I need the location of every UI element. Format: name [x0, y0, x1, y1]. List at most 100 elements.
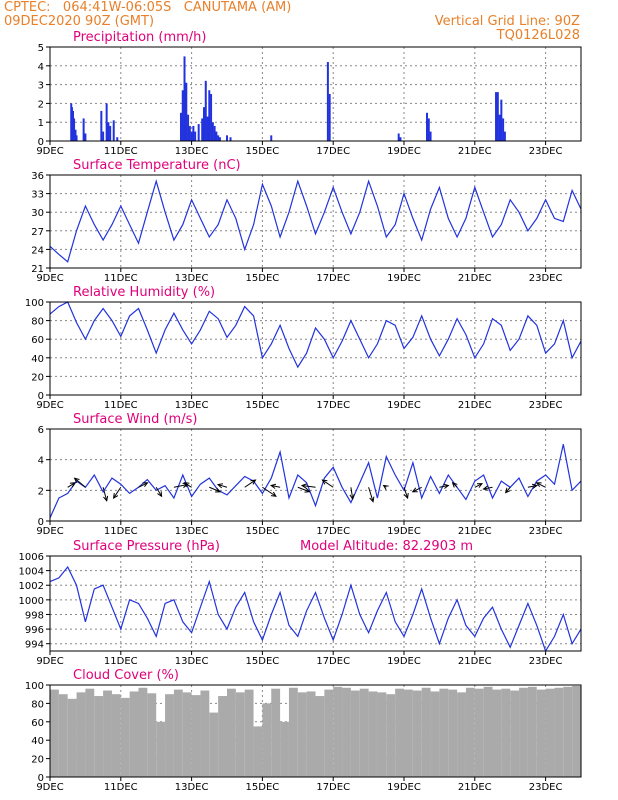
wind-arrow [138, 482, 148, 488]
precip-bar [211, 122, 214, 141]
y-tick-label: 100 [25, 298, 44, 309]
cloud-bar [227, 688, 236, 777]
x-tick-label: 17DEC [316, 273, 350, 284]
cloud-bar [94, 696, 104, 777]
cloud-bar [85, 688, 95, 777]
precip-bar [326, 62, 329, 141]
x-tick-label: 11DEC [104, 273, 138, 284]
wind-arrow-head [369, 496, 375, 503]
x-tick-label: 13DEC [175, 146, 209, 157]
cloud-bar [209, 712, 219, 777]
precip-bar [202, 107, 205, 141]
y-tick-label: 33 [31, 190, 44, 201]
wind-arrow [271, 484, 281, 488]
precip-bar [82, 118, 85, 141]
y-tick-label: 0 [38, 391, 44, 402]
x-tick-label: 23DEC [529, 273, 563, 284]
y-tick-label: 0 [38, 137, 44, 148]
cloud-bar [572, 685, 581, 777]
wind-arrow [301, 484, 316, 488]
x-tick-label: 9DEC [36, 656, 63, 667]
cloud-bar [244, 689, 254, 777]
precip-bar [498, 114, 501, 141]
x-tick-label: 17DEC [316, 782, 350, 793]
wind-arrow [74, 477, 86, 488]
cloud-bar [404, 689, 413, 777]
wind-arrow-head [216, 483, 224, 489]
wind-arrow-head [73, 477, 80, 484]
wind-arrow [536, 482, 546, 488]
x-tick-label: 23DEC [529, 400, 563, 411]
precip-bar [183, 56, 186, 141]
x-tick-label: 15DEC [246, 656, 280, 667]
precip-bar [190, 131, 193, 141]
x-tick-label: 15DEC [246, 400, 280, 411]
x-tick-label: 17DEC [316, 146, 350, 157]
x-tick-label: 9DEC [36, 400, 63, 411]
precip-bar [197, 124, 200, 141]
cloud-bar [58, 694, 68, 777]
precip-bar [204, 80, 207, 141]
header-left-line1: CPTEC: 064:41W-06:05S CANUTAMA (AM) [4, 0, 292, 15]
cloud-bar [359, 688, 369, 777]
wind-arrow-head [304, 487, 311, 493]
wind-arrow-head [476, 483, 484, 488]
y-tick-label: 30 [31, 208, 44, 219]
x-tick-label: 9DEC [36, 273, 63, 284]
x-tick-label: 21DEC [458, 273, 492, 284]
x-tick-label: 11DEC [104, 526, 138, 537]
precip-bar [495, 92, 498, 141]
precip-bar [217, 135, 220, 141]
x-tick-label: 9DEC [36, 146, 63, 157]
y-tick-label: 20 [31, 755, 44, 766]
precip-bar [185, 82, 188, 141]
wind-arrow-head [349, 494, 355, 501]
precip-bar [73, 118, 76, 141]
cloud-bar [218, 696, 227, 777]
precip-bar [84, 133, 87, 141]
cloud-bar [474, 688, 484, 777]
wind-arrow [173, 484, 188, 488]
cloud-bar [439, 688, 449, 777]
wind-arrow-head [69, 482, 76, 488]
precip-bar [112, 120, 115, 141]
y-tick-label: 80 [31, 317, 44, 328]
cloud-bar [262, 703, 272, 777]
precip-bar [179, 112, 182, 141]
panel-frame [49, 46, 582, 142]
x-tick-label: 13DEC [175, 782, 209, 793]
precip-bar [229, 137, 232, 141]
wind-arrow [350, 487, 354, 500]
wind-arrow-head [215, 487, 222, 493]
x-tick-label: 13DEC [175, 273, 209, 284]
cloud-bar [280, 721, 289, 777]
panel-title: Precipitation (mm/h) [73, 30, 206, 45]
wind-arrow [102, 487, 108, 501]
cloud-bar [253, 726, 263, 777]
wind-arrow-head [112, 493, 119, 500]
precip-bar [74, 129, 77, 141]
cloud-bar [563, 686, 573, 777]
wind-arrow [209, 486, 221, 493]
x-tick-label: 19DEC [387, 526, 421, 537]
pres-series-line [49, 565, 582, 653]
wind-arrow-head [270, 491, 277, 497]
cloud-bar [350, 690, 360, 777]
precip-bar [226, 135, 228, 141]
wind-arrow-head [183, 482, 190, 488]
x-tick-label: 9DEC [36, 782, 63, 793]
precip-bar [70, 107, 73, 141]
x-tick-label: 17DEC [316, 400, 350, 411]
cloud-bar [306, 691, 316, 777]
x-tick-label: 13DEC [175, 526, 209, 537]
header-right-line2: TQ0126L028 [496, 28, 580, 43]
cloud-bar [421, 687, 431, 777]
cloud-bar [315, 696, 325, 777]
cloud-bar [377, 692, 387, 777]
y-tick-label: 60 [31, 718, 44, 729]
precip-bar [102, 131, 105, 141]
wind-arrow-head [157, 491, 163, 498]
x-tick-label: 23DEC [529, 782, 563, 793]
x-tick-label: 11DEC [104, 782, 138, 793]
